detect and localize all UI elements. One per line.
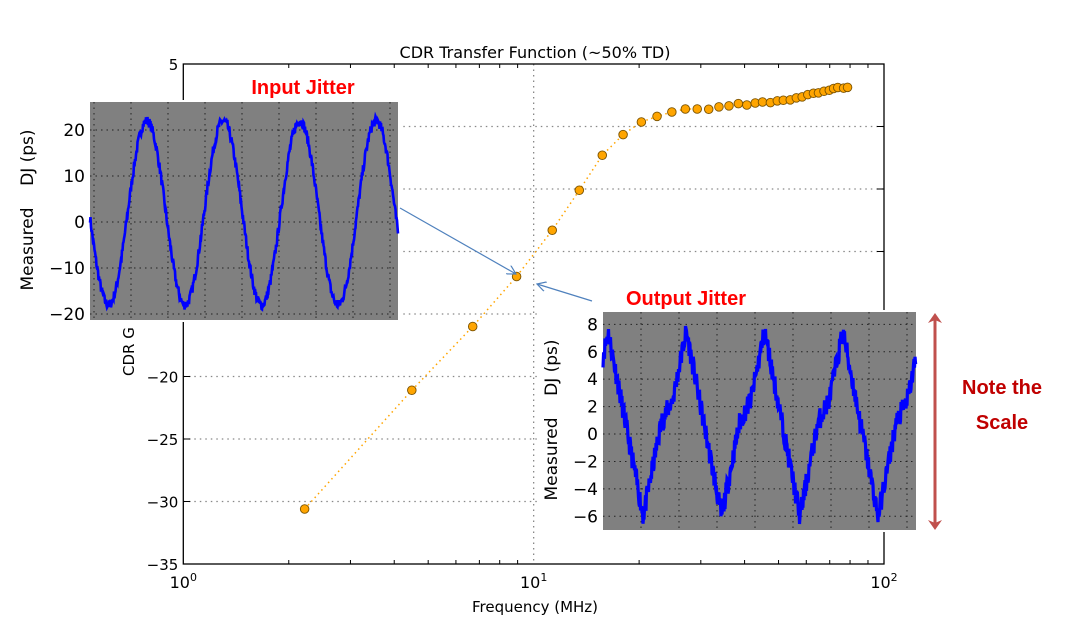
x-tick-label: 101 bbox=[520, 571, 547, 592]
y-axis-label: CDR G bbox=[120, 327, 138, 376]
data-point bbox=[703, 104, 714, 114]
inset-y-tick-label: 4 bbox=[587, 370, 598, 390]
inset-y-label: Measured DJ (ps) bbox=[542, 339, 562, 500]
data-point bbox=[299, 504, 310, 514]
y-tick-label: −20 bbox=[147, 369, 179, 387]
y-tick-label: 5 bbox=[169, 56, 179, 74]
output-jitter-waveform bbox=[601, 325, 918, 525]
data-point bbox=[574, 185, 585, 195]
x-tick-label: 102 bbox=[870, 571, 897, 592]
data-point bbox=[680, 104, 691, 114]
data-point bbox=[511, 271, 522, 282]
inset-y-tick-label: 10 bbox=[63, 167, 85, 187]
data-point bbox=[692, 104, 702, 114]
input-jitter-label: Input Jitter bbox=[251, 77, 355, 99]
inset-gridlines bbox=[90, 102, 398, 320]
data-point bbox=[547, 225, 557, 235]
inset-y-tick-label: −10 bbox=[49, 259, 85, 279]
inset-y-tick-label: 6 bbox=[587, 343, 598, 363]
data-point bbox=[597, 150, 608, 160]
note-scale-label-line2: Scale bbox=[976, 412, 1028, 434]
inset-y-tick-label: 2 bbox=[587, 398, 598, 418]
inset-tick-labels: 20 10 0 −10 −20 bbox=[49, 121, 85, 325]
data-point bbox=[724, 101, 734, 111]
y-tick-label: −35 bbox=[147, 556, 179, 574]
inset-plot-area bbox=[90, 102, 398, 320]
data-point bbox=[652, 111, 662, 122]
note-scale-label-line1: Note the bbox=[962, 377, 1042, 399]
x-axis-label: Frequency (MHz) bbox=[472, 598, 598, 616]
data-point bbox=[714, 102, 724, 112]
y-tick-label: −25 bbox=[147, 431, 179, 449]
inset-y-tick-label: −2 bbox=[573, 452, 598, 472]
data-points bbox=[299, 82, 853, 514]
y-tick-label: −30 bbox=[147, 494, 179, 512]
output-jitter-label: Output Jitter bbox=[626, 288, 746, 310]
inset-y-label: Measured DJ (ps) bbox=[18, 129, 38, 290]
data-point bbox=[733, 98, 744, 109]
data-point bbox=[467, 321, 478, 332]
x-tick-label: 100 bbox=[170, 571, 197, 592]
output-jitter-inset: 8 6 4 2 0 −2 −4 −6 Measured DJ (ps) bbox=[538, 310, 918, 532]
inset-y-tick-label: 0 bbox=[74, 213, 85, 233]
inset-y-tick-label: −4 bbox=[573, 480, 598, 500]
inset-y-tick-label: 20 bbox=[63, 121, 85, 141]
data-point bbox=[842, 82, 853, 93]
inset-y-tick-label: −6 bbox=[573, 507, 598, 527]
data-point bbox=[636, 117, 647, 127]
input-arrow bbox=[399, 207, 516, 274]
output-arrow bbox=[537, 284, 593, 302]
input-jitter-inset: 20 10 0 −10 −20 Measured DJ (ps) bbox=[0, 100, 400, 325]
input-jitter-waveform bbox=[88, 111, 400, 312]
data-point bbox=[742, 100, 752, 110]
data-point bbox=[667, 107, 677, 117]
inset-y-tick-label: −20 bbox=[49, 305, 85, 325]
data-point bbox=[618, 129, 628, 140]
inset-y-tick-label: 0 bbox=[587, 425, 598, 445]
chart-title: CDR Transfer Function (~50% TD) bbox=[400, 43, 671, 62]
data-point bbox=[757, 97, 768, 107]
data-point bbox=[407, 385, 417, 396]
inset-tick-labels: 8 6 4 2 0 −2 −4 −6 bbox=[573, 315, 598, 527]
inset-y-tick-label: 8 bbox=[587, 315, 598, 335]
